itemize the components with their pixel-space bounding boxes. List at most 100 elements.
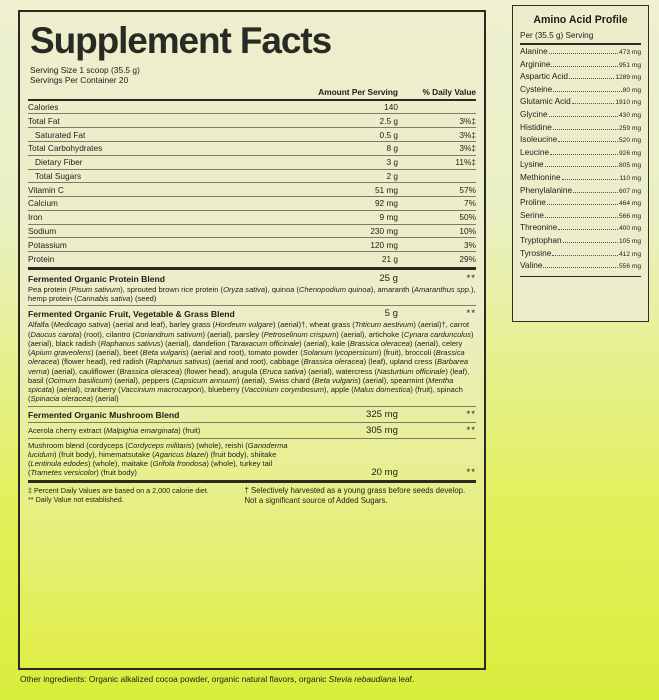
amino-acid-row: Valine 556 mg — [520, 260, 641, 273]
amino-acid-row: Histidine 259 mg — [520, 122, 641, 135]
amino-acid-row: Aspartic Acid 1289 mg — [520, 71, 641, 84]
nutrient-name: Sodium — [28, 223, 306, 238]
blend-amount: 325 mg — [366, 408, 398, 420]
blend-daily-value: ** — [466, 408, 476, 420]
nutrient-name: Total Carbohydrates — [28, 140, 306, 156]
amino-acid-name: Glutamic Acid — [520, 96, 571, 107]
table-row: Sodium 230 mg 10% — [28, 223, 476, 238]
table-row: Protein 21 g 29% — [28, 251, 476, 265]
blend-amount: 5 g — [384, 308, 398, 320]
serving-size: Serving Size 1 scoop (35.5 g) — [30, 65, 140, 75]
amino-acid-value: 607 mg — [619, 187, 641, 195]
nutrient-amount: 9 mg — [306, 209, 398, 225]
blend-name: Fermented Organic Protein Blend — [28, 273, 166, 284]
leader-dots — [553, 90, 622, 92]
footnotes: ‡ Percent Daily Values are based on a 2,… — [28, 486, 476, 507]
leader-dots — [552, 254, 618, 256]
divider — [28, 305, 476, 307]
amino-acid-value: 951 mg — [619, 61, 641, 69]
nutrient-amount: 21 g — [306, 251, 398, 265]
nutrient-amount: 92 mg — [306, 196, 398, 211]
nutrient-daily-value — [398, 98, 476, 114]
nutrient-daily-value: 57% — [398, 182, 476, 197]
table-row: Calcium 92 mg 7% — [28, 196, 476, 211]
blend-row: Fermented Organic Fruit, Vegetable & Gra… — [28, 308, 476, 319]
table-row: Saturated Fat 0.5 g 3%‡ — [28, 127, 476, 142]
blend-daily-value: ** — [466, 272, 476, 284]
blend-description: Pea protein (Pisum sativum), sprouted br… — [28, 284, 476, 304]
leader-dots — [562, 241, 618, 243]
leader-dots — [571, 103, 615, 105]
blend-daily-value: ** — [466, 308, 476, 320]
amino-acid-name: Serine — [520, 209, 544, 220]
blend-description: Alfalfa (Medicago sativa) (aerial and le… — [28, 320, 474, 404]
nutrient-name: Protein — [28, 251, 306, 265]
amino-acid-title: Amino Acid Profile — [533, 14, 628, 26]
amino-acid-name: Tyrosine — [520, 247, 552, 258]
other-ingredients: Other ingredients: Organic alkalized coc… — [20, 674, 415, 684]
amino-acid-name: Alanine — [520, 46, 548, 56]
footnote-double-dagger: ‡ Percent Daily Values are based on a 2,… — [28, 485, 209, 495]
table-row: Total Carbohydrates 8 g 3%‡ — [28, 140, 476, 156]
table-row: Iron 9 mg 50% — [28, 209, 476, 225]
blend-name: Fermented Organic Fruit, Vegetable & Gra… — [28, 309, 235, 320]
leader-dots — [543, 267, 618, 269]
nutrient-name: Calcium — [28, 196, 306, 211]
table-row: Calories 140 — [28, 98, 476, 114]
blend-row: Fermented Organic Protein Blend 25 g ** — [28, 273, 476, 284]
amino-acid-name: Glycine — [520, 108, 548, 119]
column-header-daily-value: % Daily Value — [422, 87, 477, 98]
amino-acid-row: Alanine 473 mg — [520, 46, 641, 59]
amino-acid-value: 520 mg — [619, 137, 641, 145]
acerola-amount: 305 mg — [366, 424, 398, 436]
amino-acid-name: Lysine — [520, 159, 544, 170]
footnote-single-dagger: † Selectively harvested as a young grass… — [244, 485, 466, 495]
amino-acid-row: Serine 566 mg — [520, 210, 641, 223]
amino-acid-name: Tryptophan — [520, 234, 562, 245]
amino-acid-value: 926 mg — [619, 149, 641, 157]
amino-acid-value: 566 mg — [619, 212, 641, 220]
amino-acid-value: 412 mg — [619, 250, 641, 258]
nutrient-daily-value: 50% — [398, 209, 476, 225]
amino-acid-row: Threonine 400 mg — [520, 222, 641, 235]
nutrient-amount: 230 mg — [306, 223, 398, 238]
nutrient-daily-value: 3%‡ — [398, 113, 476, 128]
nutrient-daily-value — [398, 168, 476, 183]
amino-acid-name: Phenylalanine — [520, 184, 573, 195]
amino-acid-value: 1910 mg — [615, 99, 641, 107]
amino-acid-value: 105 mg — [619, 237, 641, 245]
leader-dots — [552, 128, 618, 130]
amino-acid-value: 110 mg — [619, 174, 641, 182]
nutrient-daily-value: 3% — [398, 237, 476, 252]
nutrient-daily-value: 29% — [398, 251, 476, 265]
column-header-amount: Amount Per Serving — [318, 87, 398, 98]
leader-dots — [544, 216, 618, 218]
blend-amount: 25 g — [379, 272, 398, 284]
nutrient-daily-value: 10% — [398, 223, 476, 238]
nutrient-daily-value: 7% — [398, 196, 476, 211]
nutrient-name: Potassium — [28, 237, 306, 252]
amino-acid-name: Aspartic Acid — [520, 71, 568, 82]
nutrient-name: Vitamin C — [28, 182, 306, 197]
nutrient-daily-value: 3%‡ — [398, 127, 476, 142]
amino-acid-row: Glycine 430 mg — [520, 109, 641, 122]
amino-acid-name: Arginine — [520, 58, 551, 69]
acerola-name: Acerola cherry extract (Malpighia emargi… — [28, 426, 201, 436]
amino-acid-name: Cysteine — [520, 83, 553, 94]
mushroom-detail-daily-value: ** — [466, 466, 476, 478]
nutrient-amount: 140 — [306, 98, 398, 114]
amino-acid-value: 80 mg — [622, 86, 641, 94]
divider — [28, 421, 476, 423]
mushroom-detail-amount: 20 mg — [371, 466, 398, 478]
nutrient-name: Total Sugars — [28, 168, 306, 183]
amino-acid-name: Valine — [520, 260, 543, 271]
table-row: Vitamin C 51 mg 57% — [28, 182, 476, 197]
amino-acid-value: 1289 mg — [615, 74, 641, 82]
amino-acid-top-rule — [520, 43, 641, 45]
amino-acid-name: Threonine — [520, 222, 558, 233]
leader-dots — [550, 153, 618, 155]
nutrient-amount: 2.5 g — [306, 113, 398, 128]
page-title: Supplement Facts — [30, 20, 332, 61]
divider — [28, 405, 476, 407]
acerola-daily-value: ** — [466, 424, 476, 436]
